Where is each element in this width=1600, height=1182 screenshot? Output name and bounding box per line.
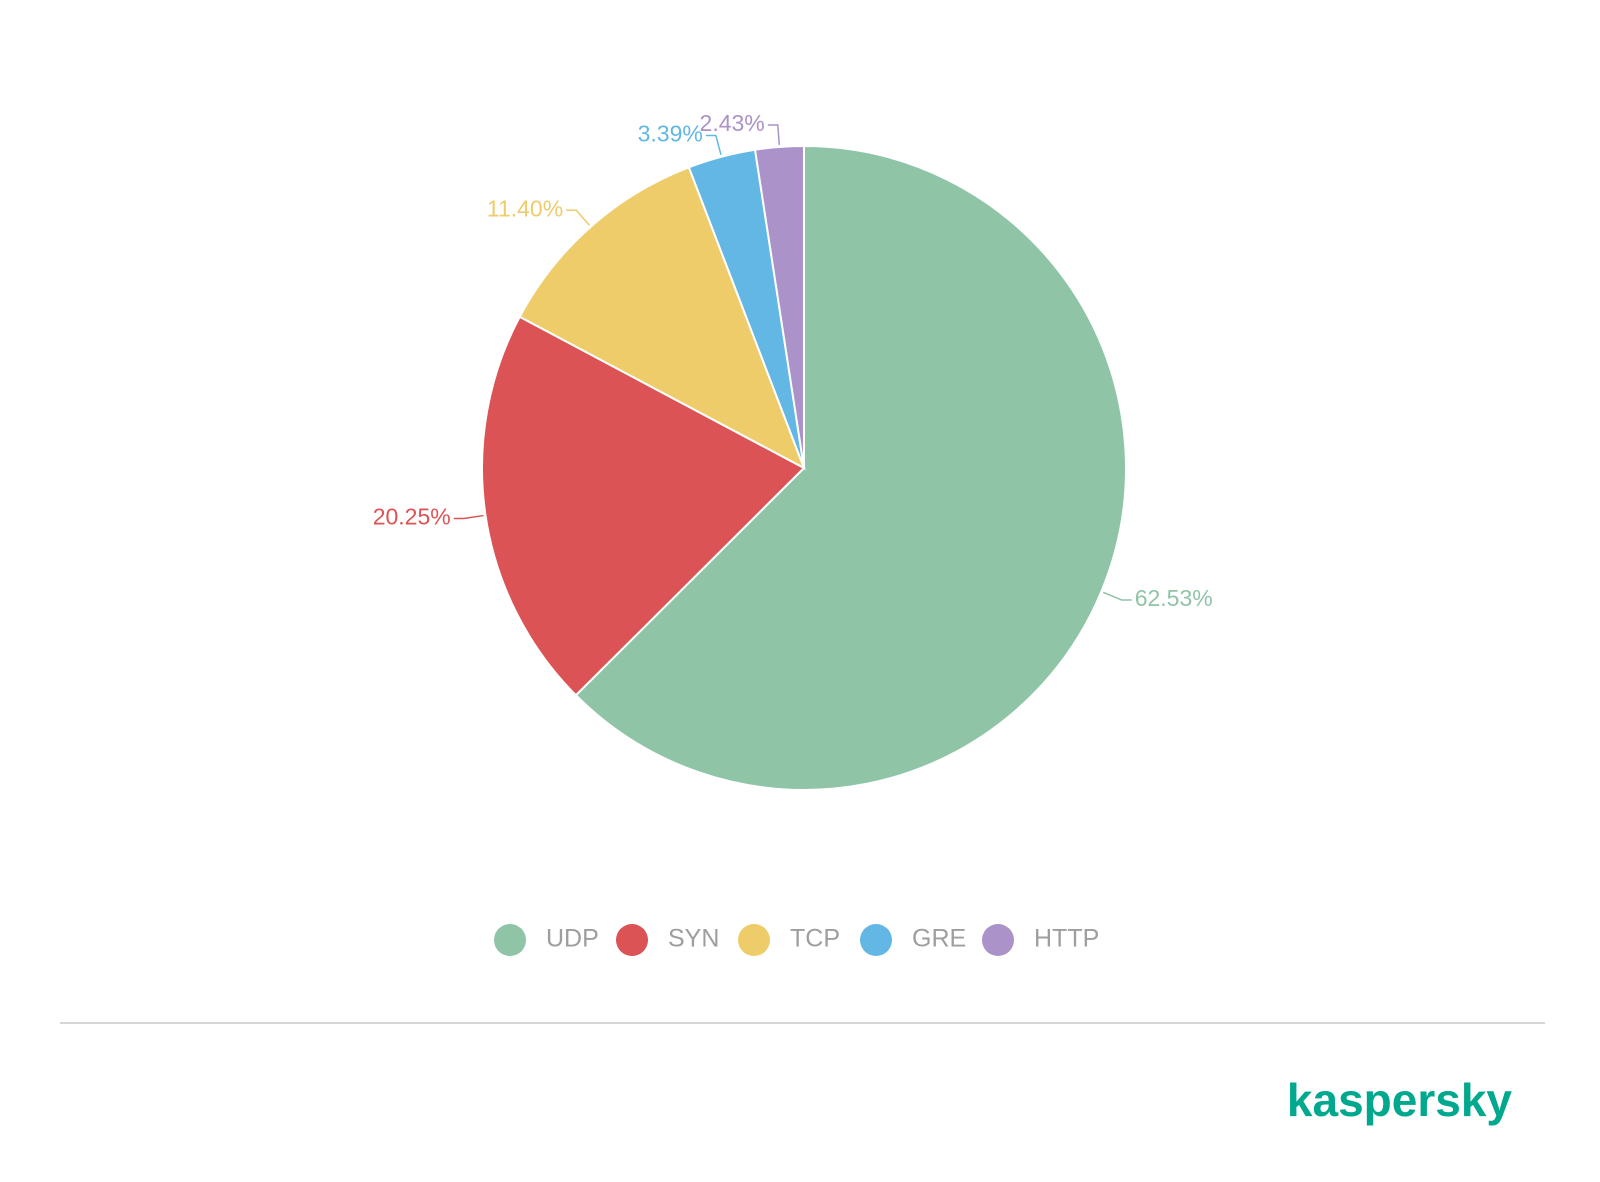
leader-line xyxy=(705,134,722,156)
leader-line xyxy=(1102,591,1132,601)
data-label: 62.53% xyxy=(1135,585,1213,611)
data-label: 3.39% xyxy=(638,121,703,147)
legend-marker xyxy=(982,924,1014,956)
legend-label: TCP xyxy=(790,925,840,953)
data-label: 2.43% xyxy=(700,110,765,136)
pie-slice xyxy=(574,144,1127,791)
data-label: 11.40% xyxy=(487,195,563,221)
pie-slice xyxy=(753,144,805,469)
pie-slice xyxy=(481,315,806,697)
data-label: 20.25% xyxy=(373,504,451,530)
leader-line xyxy=(767,124,781,146)
logo: kaspersky xyxy=(1287,1074,1512,1126)
legend-label: GRE xyxy=(912,925,966,953)
legend-marker xyxy=(738,924,770,956)
legend-label: UDP xyxy=(546,925,599,953)
legend-marker xyxy=(860,924,892,956)
pie-slice xyxy=(518,165,806,471)
legend-label: SYN xyxy=(668,925,719,953)
leader-line xyxy=(566,209,590,226)
legend-marker xyxy=(616,924,648,956)
legend-label: HTTP xyxy=(1034,925,1099,953)
leader-line xyxy=(453,514,484,520)
legend-marker xyxy=(494,924,526,956)
